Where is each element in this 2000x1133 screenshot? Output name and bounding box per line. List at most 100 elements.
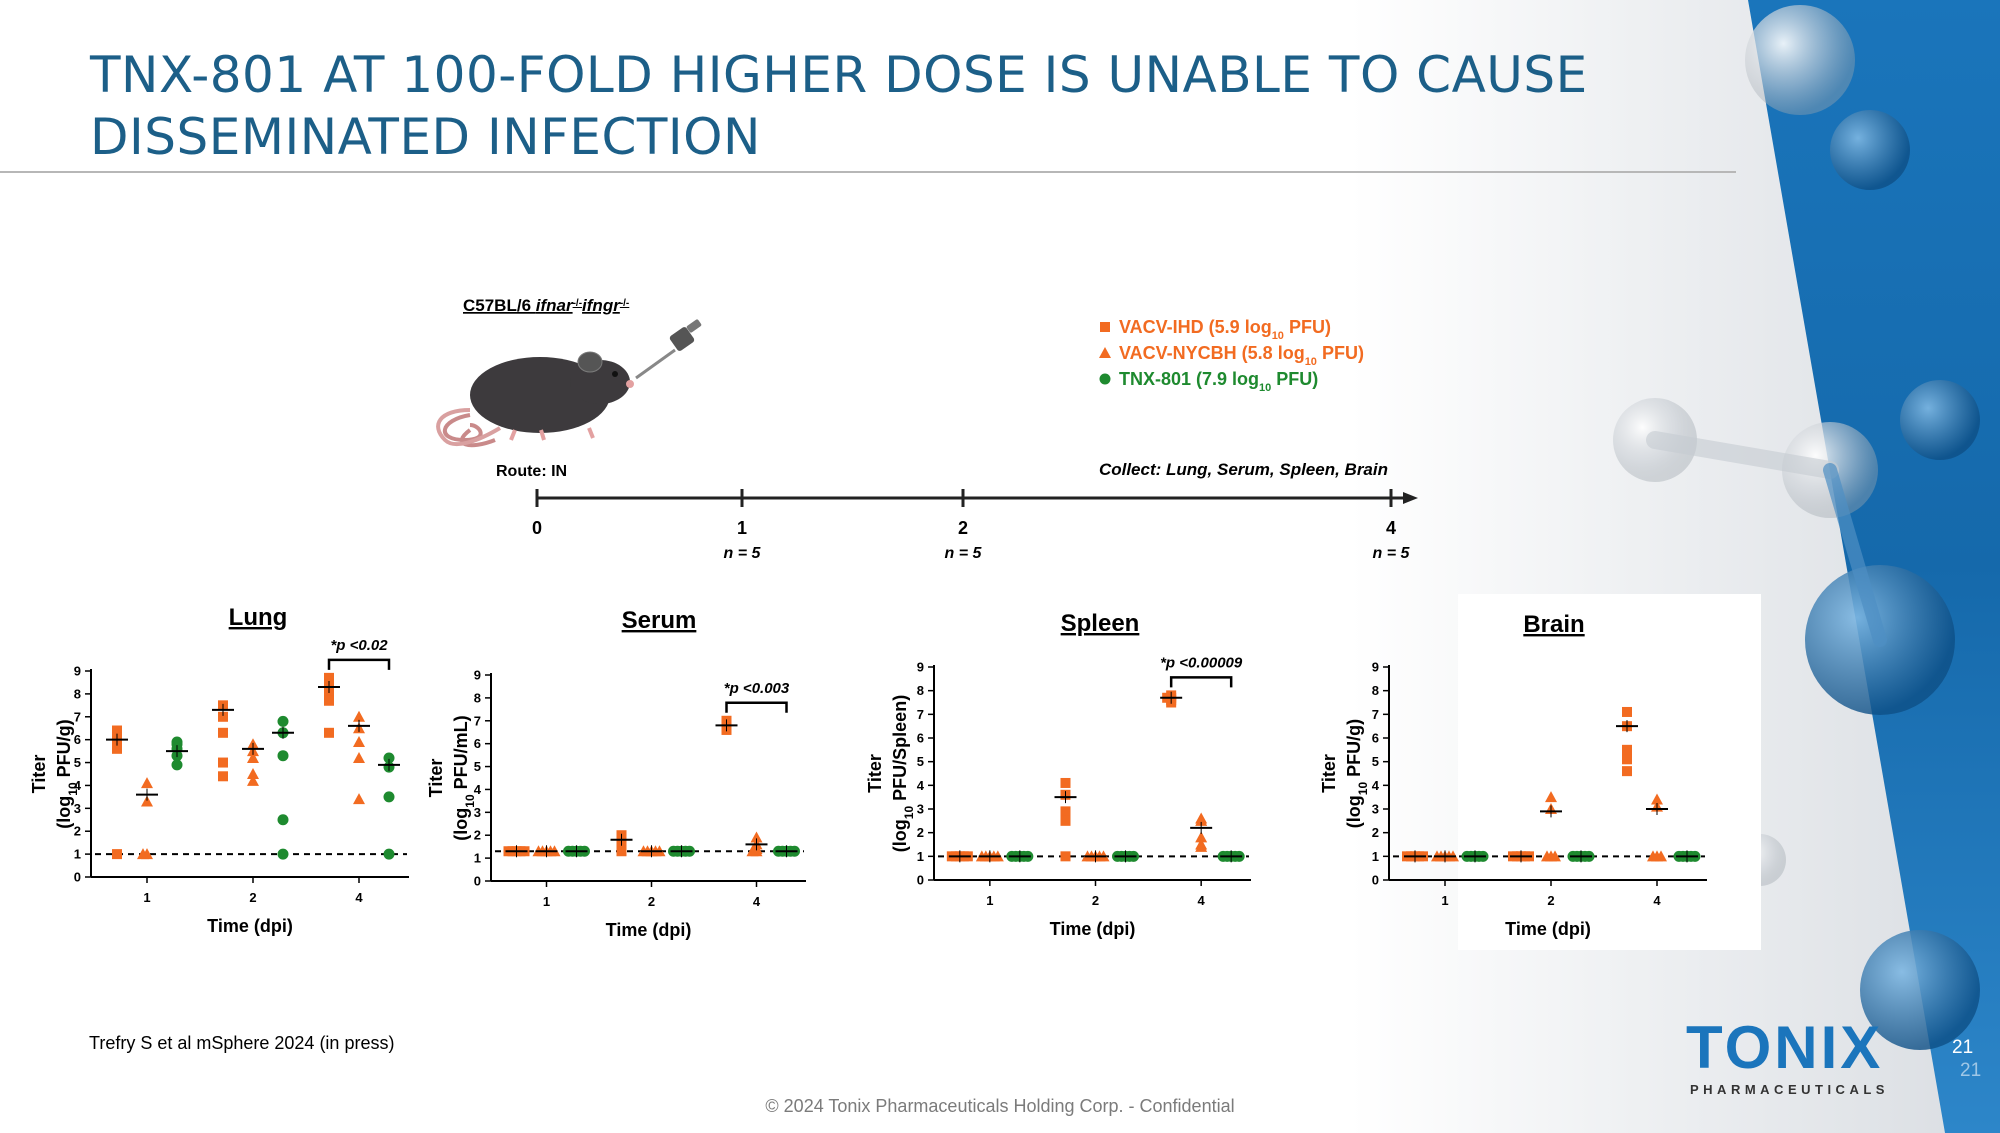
x-tick-label: 1 bbox=[986, 893, 993, 908]
data-point-circle bbox=[171, 738, 183, 750]
data-point-square bbox=[112, 849, 122, 860]
y-tick-label: 0 bbox=[917, 873, 924, 888]
data-point-circle bbox=[277, 814, 289, 826]
data-point-triangle bbox=[1651, 793, 1663, 805]
data-point-square bbox=[1060, 815, 1071, 826]
chart-title: Brain bbox=[1523, 611, 1584, 638]
y-tick-label: 0 bbox=[474, 874, 481, 889]
x-tick-label: 2 bbox=[1547, 893, 1554, 908]
y-tick-label: 0 bbox=[1372, 873, 1379, 888]
y-tick-label: 2 bbox=[917, 825, 924, 840]
data-point-triangle bbox=[353, 735, 365, 747]
y-tick-label: 2 bbox=[1372, 825, 1379, 840]
timeline-arrow-icon bbox=[1403, 492, 1418, 504]
data-point-square bbox=[218, 711, 228, 722]
y-tick-label: 2 bbox=[474, 828, 481, 843]
mouse-illustration bbox=[436, 319, 702, 448]
data-point-square bbox=[616, 841, 627, 852]
y-tick-label: 6 bbox=[917, 731, 924, 746]
p-value-label: *p <0.00009 bbox=[1160, 654, 1243, 671]
pipette-icon bbox=[635, 319, 702, 380]
y-tick-label: 3 bbox=[74, 801, 81, 816]
data-point-square bbox=[1060, 851, 1071, 862]
data-point-triangle bbox=[247, 751, 259, 763]
collect-label: Collect: Lung, Serum, Spleen, Brain bbox=[1099, 460, 1388, 479]
y-axis-label-line2: (log10 PFU/g) bbox=[54, 719, 80, 828]
data-point-square bbox=[218, 771, 228, 782]
legend-square-icon bbox=[1100, 322, 1110, 332]
slide-title: TNX-801 AT 100-FOLD HIGHER DOSE IS UNABL… bbox=[90, 44, 1650, 168]
page-number-shadow: 21 bbox=[1960, 1060, 1982, 1081]
study-legend: VACV-IHD (5.9 log10 PFU)VACV-NYCBH (5.8 … bbox=[1099, 317, 1364, 394]
y-tick-label: 1 bbox=[917, 849, 924, 864]
data-point-square bbox=[112, 725, 122, 736]
y-tick-label: 8 bbox=[474, 690, 481, 705]
data-point-square bbox=[218, 757, 228, 768]
title-line-2: DISSEMINATED INFECTION bbox=[90, 108, 761, 166]
data-point-triangle bbox=[1195, 831, 1208, 843]
x-tick-label: 2 bbox=[1092, 893, 1099, 908]
brain-panel-background bbox=[1458, 594, 1761, 950]
y-axis-label-post: PFU/g) bbox=[54, 719, 74, 782]
y-tick-label: 5 bbox=[474, 759, 481, 774]
y-tick-label: 3 bbox=[917, 802, 924, 817]
y-tick-label: 3 bbox=[474, 805, 481, 820]
data-point-triangle bbox=[1195, 814, 1208, 826]
y-tick-label: 9 bbox=[74, 664, 81, 679]
y-tick-label: 3 bbox=[1372, 802, 1379, 817]
data-point-triangle bbox=[1655, 850, 1667, 862]
data-point-square bbox=[324, 727, 334, 738]
data-point-triangle bbox=[353, 751, 365, 763]
timeline-day-label: 0 bbox=[532, 518, 542, 538]
chart-serum: Serum 0 1 2 3 4 5 6 7 8 9 1 2 4 Time (dpi) Titer(log10 … bbox=[426, 607, 806, 940]
x-tick-label: 1 bbox=[143, 890, 150, 905]
data-point-square bbox=[1060, 806, 1071, 817]
y-tick-label: 9 bbox=[474, 668, 481, 683]
timeline-day-label: 2 bbox=[958, 518, 968, 538]
y-axis-label-line2: (log10 PFU/Spleen) bbox=[890, 695, 916, 852]
legend-label-sub: 10 bbox=[1259, 382, 1271, 394]
p-value-label: *p <0.003 bbox=[724, 680, 790, 697]
data-point-triangle bbox=[1549, 850, 1561, 862]
data-point-triangle bbox=[1647, 850, 1659, 862]
legend-triangle-icon bbox=[1099, 347, 1111, 358]
molecule-bubble bbox=[1830, 110, 1910, 190]
chart-lung: Lung 0 1 2 3 4 5 6 7 8 9 1 2 4 Time (dpi) Titer(log10 P… bbox=[29, 604, 409, 936]
legend-label-text: TNX-801 (7.9 log bbox=[1119, 369, 1259, 389]
page-number: 21 bbox=[1952, 1037, 1974, 1058]
tonix-logo: TONIX PHARMACEUTICALS bbox=[1686, 1018, 1886, 1098]
x-tick-label: 1 bbox=[543, 894, 550, 909]
y-tick-label: 5 bbox=[917, 754, 924, 769]
timeline-n-label: n = 5 bbox=[1373, 545, 1411, 562]
data-point-triangle bbox=[247, 774, 259, 786]
legend-label-sub: 10 bbox=[1272, 330, 1284, 342]
logo-wordmark: TONIX bbox=[1686, 1014, 1884, 1081]
legend-label-sub: 10 bbox=[1305, 356, 1317, 368]
x-tick-label: 2 bbox=[249, 890, 256, 905]
x-axis-label: Time (dpi) bbox=[207, 916, 293, 936]
y-tick-label: 7 bbox=[74, 709, 81, 724]
strain-gene-2: ifngr bbox=[582, 296, 621, 315]
x-axis-label: Time (dpi) bbox=[1050, 919, 1136, 939]
y-axis-label-sub: 10 bbox=[902, 806, 916, 820]
timeline-ticks: 0 1 n = 5 2 n = 5 4 n = 5 bbox=[532, 489, 1411, 562]
y-tick-label: 7 bbox=[917, 707, 924, 722]
chart-title: Spleen bbox=[1061, 610, 1140, 637]
legend-label: TNX-801 (7.9 log10 PFU) bbox=[1119, 369, 1318, 394]
y-axis-label-line1: Titer bbox=[1319, 754, 1339, 793]
timeline-day-label: 4 bbox=[1386, 518, 1396, 538]
y-axis-label-pre: (log bbox=[54, 796, 74, 829]
legend-label-text: VACV-IHD (5.9 log bbox=[1119, 317, 1272, 337]
y-tick-label: 1 bbox=[474, 851, 481, 866]
data-point-square bbox=[1622, 706, 1632, 717]
citation: Trefry S et al mSphere 2024 (in press) bbox=[89, 1033, 395, 1053]
y-tick-label: 9 bbox=[1372, 660, 1379, 675]
data-point-circle bbox=[277, 848, 289, 860]
y-tick-label: 1 bbox=[74, 847, 81, 862]
svg-text:C57BL/6 ifnar-/-ifngr-/-: C57BL/6 ifnar-/-ifngr-/- bbox=[463, 296, 629, 315]
data-point-triangle bbox=[137, 848, 149, 860]
legend-circle-icon bbox=[1099, 373, 1111, 385]
legend-label: VACV-IHD (5.9 log10 PFU) bbox=[1119, 317, 1331, 342]
y-tick-label: 4 bbox=[474, 782, 482, 797]
